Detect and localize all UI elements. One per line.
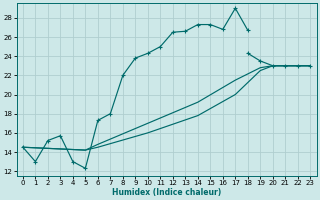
X-axis label: Humidex (Indice chaleur): Humidex (Indice chaleur) <box>112 188 221 197</box>
